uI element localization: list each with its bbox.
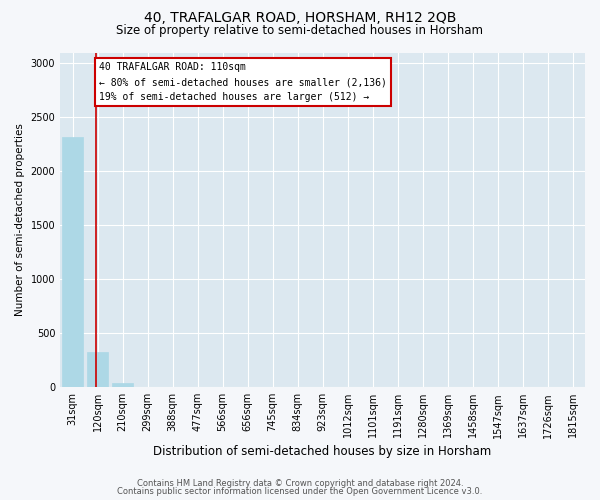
Bar — [112, 383, 133, 387]
Bar — [62, 136, 83, 387]
Text: 40, TRAFALGAR ROAD, HORSHAM, RH12 2QB: 40, TRAFALGAR ROAD, HORSHAM, RH12 2QB — [144, 11, 456, 25]
Y-axis label: Number of semi-detached properties: Number of semi-detached properties — [15, 124, 25, 316]
Bar — [87, 352, 108, 387]
Text: Contains HM Land Registry data © Crown copyright and database right 2024.: Contains HM Land Registry data © Crown c… — [137, 479, 463, 488]
Text: 40 TRAFALGAR ROAD: 110sqm
← 80% of semi-detached houses are smaller (2,136)
19% : 40 TRAFALGAR ROAD: 110sqm ← 80% of semi-… — [99, 62, 387, 102]
X-axis label: Distribution of semi-detached houses by size in Horsham: Distribution of semi-detached houses by … — [154, 444, 492, 458]
Text: Contains public sector information licensed under the Open Government Licence v3: Contains public sector information licen… — [118, 487, 482, 496]
Text: Size of property relative to semi-detached houses in Horsham: Size of property relative to semi-detach… — [116, 24, 484, 37]
